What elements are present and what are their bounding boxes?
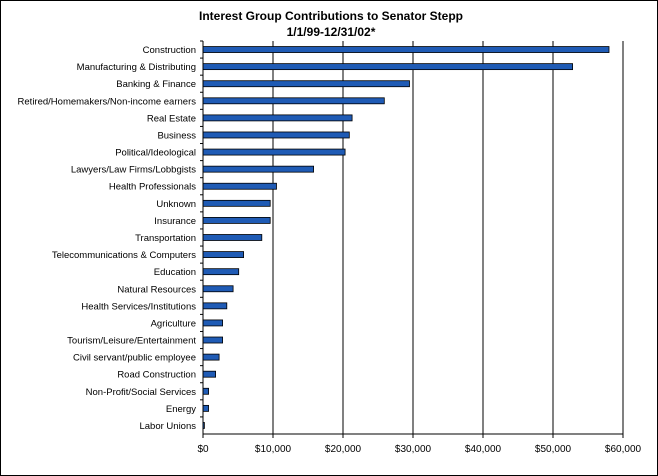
category-label: Real Estate [147,113,196,124]
bar [202,404,209,412]
category-label: Business [157,130,196,141]
category-label: Transportation [135,233,196,244]
bar [202,165,314,173]
bar [202,217,271,224]
x-tick-label: $40,000 [465,444,502,455]
bar [202,319,224,327]
x-tick-label: $60,000 [605,444,642,455]
category-label: Energy [166,404,196,415]
bar [202,353,220,361]
bar [202,336,224,344]
category-label: Natural Resources [117,284,196,295]
gridlines [272,41,624,434]
x-tick-label: $50,000 [535,444,572,455]
x-tick-label: $30,000 [395,444,432,455]
bar [202,251,244,258]
category-label: Insurance [154,216,196,227]
category-label: Banking & Finance [116,79,196,90]
category-label: Health Services/Institutions [81,301,196,312]
chart-subtitle: 1/1/99-12/31/02* [287,25,376,39]
category-label: Unknown [156,199,196,210]
axes [200,40,623,435]
bar [202,370,216,378]
bar [202,387,209,395]
bar [202,285,234,293]
category-label: Lawyers/Law Firms/Lobbgists [71,165,196,176]
bar [202,234,263,241]
category-label: Civil servant/public employee [73,353,196,364]
bar [202,131,350,139]
bar [202,302,228,310]
category-label: Construction [143,45,196,56]
bar [202,80,410,88]
x-tick-label: $10,000 [255,444,292,455]
x-axis-ticks: $0 $10,000 $20,000 $30,000 $40,000 $50,000 $60… [197,434,642,455]
category-label: Agriculture [151,318,196,329]
category-label: Manufacturing & Distributing [77,62,196,73]
x-tick-label: $20,000 [325,444,362,455]
category-label: Health Professionals [109,182,196,193]
bar [202,268,240,276]
bars [202,46,610,429]
category-label: Telecommunications & Computers [52,250,196,261]
category-labels: Construction Manufacturing & Distributing… [18,45,197,432]
category-label: Labor Unions [139,421,196,432]
chart-title: Interest Group Contributions to Senator … [199,9,463,23]
category-label: Retired/Homemakers/Non-income earners [18,96,197,107]
bar [202,148,346,156]
category-label: Education [154,267,196,278]
category-label: Tourism/Leisure/Entertainment [67,336,196,347]
bar [202,46,610,53]
bar [202,97,385,105]
category-label: Non-Profit/Social Services [86,387,197,398]
bar [202,63,574,71]
x-tick-label: $0 [197,444,209,455]
category-label: Political/Ideological [115,148,196,159]
bar [202,182,277,190]
bar [202,114,353,122]
bar [202,199,271,207]
category-label: Road Construction [117,370,196,381]
